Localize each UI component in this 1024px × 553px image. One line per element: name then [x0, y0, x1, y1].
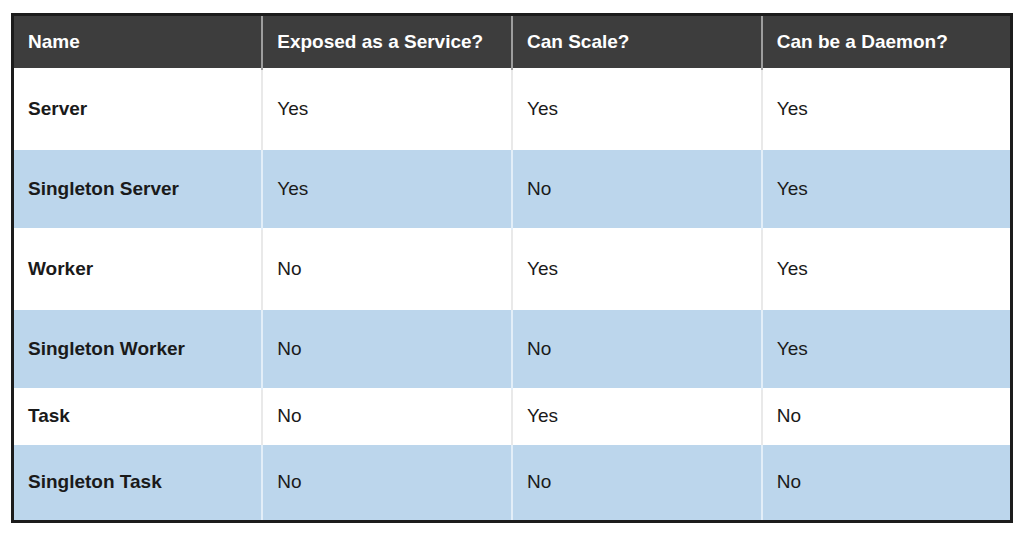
table-body: Server Yes Yes Yes Singleton Server Yes … — [13, 69, 1012, 522]
cell-value: Yes — [512, 389, 762, 444]
cell-value: No — [262, 444, 512, 522]
table-row: Server Yes Yes Yes — [13, 69, 1012, 149]
table-header: Name Exposed as a Service? Can Scale? Ca… — [13, 15, 1012, 69]
cell-value: Yes — [762, 149, 1012, 229]
cell-name: Task — [13, 389, 263, 444]
cell-value: Yes — [762, 69, 1012, 149]
header-row: Name Exposed as a Service? Can Scale? Ca… — [13, 15, 1012, 69]
cell-value: No — [512, 309, 762, 389]
cell-value: Yes — [262, 149, 512, 229]
cell-value: No — [262, 309, 512, 389]
column-header-can-scale: Can Scale? — [512, 15, 762, 69]
cell-value: No — [512, 149, 762, 229]
cell-name: Server — [13, 69, 263, 149]
cell-value: No — [762, 444, 1012, 522]
cell-value: No — [262, 229, 512, 309]
table-row: Worker No Yes Yes — [13, 229, 1012, 309]
cell-name: Worker — [13, 229, 263, 309]
comparison-table: Name Exposed as a Service? Can Scale? Ca… — [11, 13, 1013, 523]
column-header-name: Name — [13, 15, 263, 69]
table-row: Singleton Worker No No Yes — [13, 309, 1012, 389]
cell-value: No — [762, 389, 1012, 444]
cell-value: Yes — [262, 69, 512, 149]
column-header-exposed-as-service: Exposed as a Service? — [262, 15, 512, 69]
slide-canvas: Name Exposed as a Service? Can Scale? Ca… — [0, 0, 1024, 553]
cell-value: Yes — [762, 309, 1012, 389]
table-row: Singleton Task No No No — [13, 444, 1012, 522]
cell-name: Singleton Server — [13, 149, 263, 229]
column-header-can-be-daemon: Can be a Daemon? — [762, 15, 1012, 69]
table-row: Task No Yes No — [13, 389, 1012, 444]
cell-value: No — [262, 389, 512, 444]
cell-value: No — [512, 444, 762, 522]
cell-name: Singleton Worker — [13, 309, 263, 389]
cell-value: Yes — [762, 229, 1012, 309]
table-row: Singleton Server Yes No Yes — [13, 149, 1012, 229]
cell-value: Yes — [512, 229, 762, 309]
cell-name: Singleton Task — [13, 444, 263, 522]
cell-value: Yes — [512, 69, 762, 149]
